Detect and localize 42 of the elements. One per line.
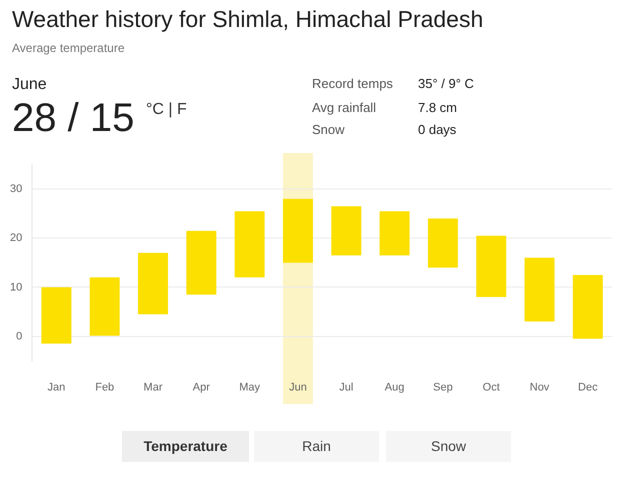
x-tick-label: Nov: [530, 381, 550, 394]
text: 35° / 9° C: [418, 76, 474, 91]
bar: [572, 274, 603, 339]
y-tick-label: 20: [10, 232, 22, 244]
text: Snow: [312, 122, 345, 137]
bar: [331, 206, 362, 256]
bar: [380, 211, 410, 256]
text: Rain: [254, 431, 379, 462]
bar: [476, 236, 506, 298]
bar: [524, 258, 555, 322]
text: °C | F: [146, 101, 187, 119]
text: Record temps: [312, 76, 393, 91]
text: Temperature: [122, 431, 249, 462]
text: 28 / 15: [12, 96, 134, 141]
x-tick-label: Dec: [578, 381, 598, 394]
chart-title: Weather history for Shimla, Himachal Pradesh: [12, 6, 484, 33]
x-tick-label: Sep: [433, 381, 453, 394]
x-tick-label: Oct: [482, 381, 500, 394]
bar: [282, 198, 313, 263]
x-tick-label: Aug: [384, 381, 404, 394]
chart-subtitle: Average temperature: [12, 41, 125, 55]
text: 0 days: [418, 122, 456, 137]
text: June: [12, 76, 47, 94]
x-tick-label: Jan: [48, 381, 66, 394]
x-tick-label: Mar: [144, 381, 163, 394]
bar: [428, 218, 458, 268]
bar: [41, 287, 72, 344]
x-tick-label: May: [239, 381, 261, 394]
y-tick-label: 10: [10, 281, 22, 294]
x-tick-label: Jul: [339, 381, 354, 394]
bar: [186, 230, 216, 295]
y-tick-label: 0: [16, 330, 22, 342]
text: 7.8 cm: [418, 100, 458, 115]
y-tick-label: 30: [10, 183, 22, 196]
x-tick-label: Jun: [289, 381, 307, 394]
x-tick-label: Feb: [95, 381, 114, 394]
text: Avg rainfall: [312, 100, 376, 115]
text: Snow: [386, 431, 511, 462]
x-tick-label: Apr: [192, 381, 210, 394]
bar: [138, 252, 168, 314]
bar: [90, 277, 120, 336]
bar: [234, 211, 265, 278]
